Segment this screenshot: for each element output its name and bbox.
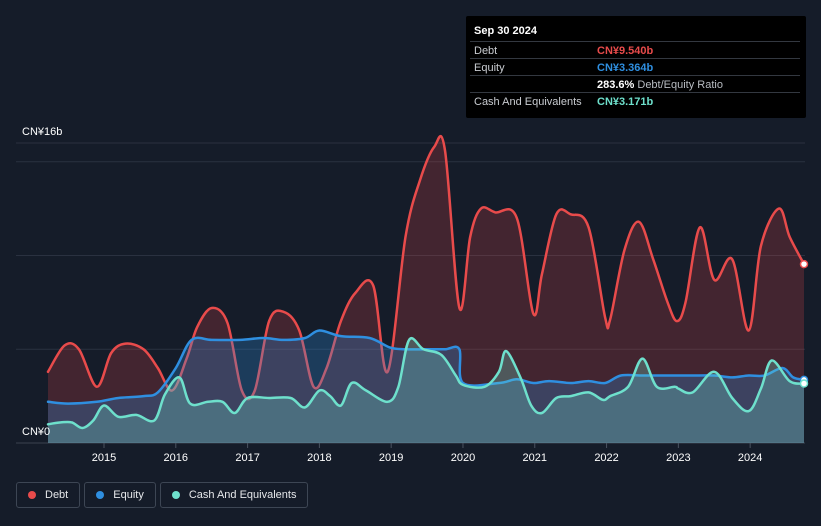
legend-cash[interactable]: Cash And Equivalents xyxy=(159,482,309,508)
legend-cash-label: Cash And Equivalents xyxy=(188,489,297,501)
tooltip-ratio-value: 283.6% xyxy=(597,79,635,91)
tooltip-ratio: 283.6% Debt/Equity Ratio xyxy=(597,79,723,91)
cash-line xyxy=(46,337,806,430)
x-tick-label: 2018 xyxy=(307,452,331,464)
x-tick-label: 2020 xyxy=(451,452,475,464)
x-tick-label: 2015 xyxy=(92,452,116,464)
tooltip-cash-value: CN¥3.171b xyxy=(597,96,654,108)
tooltip-panel: Sep 30 2024 Debt CN¥9.540b Equity CN¥3.3… xyxy=(466,16,806,118)
debt-line xyxy=(46,134,806,401)
x-tick-label: 2017 xyxy=(235,452,259,464)
debt-end-point xyxy=(799,259,809,269)
y-axis-top-label: CN¥16b xyxy=(22,126,62,138)
tooltip-equity-row: Equity CN¥3.364b xyxy=(470,58,800,76)
cash-area xyxy=(48,338,804,443)
tooltip-cash-label: Cash And Equivalents xyxy=(474,96,582,108)
legend-debt-dot xyxy=(28,491,36,499)
tooltip-equity-value: CN¥3.364b xyxy=(597,62,654,74)
legend-debt[interactable]: Debt xyxy=(16,482,81,508)
tooltip-cash-row: Cash And Equivalents CN¥3.171b xyxy=(470,92,800,110)
tooltip-ratio-row: 283.6% Debt/Equity Ratio xyxy=(470,75,800,93)
x-tick-label: 2024 xyxy=(738,452,762,464)
tooltip-ratio-label: Debt/Equity Ratio xyxy=(637,79,723,91)
legend-debt-label: Debt xyxy=(45,489,69,501)
tooltip-debt-label: Debt xyxy=(474,45,498,57)
x-tick-label: 2022 xyxy=(594,452,618,464)
tooltip-equity-label: Equity xyxy=(474,62,505,74)
legend-equity-label: Equity xyxy=(113,489,144,501)
equity-line xyxy=(46,329,806,405)
legend-equity[interactable]: Equity xyxy=(84,482,156,508)
tooltip-debt-value: CN¥9.540b xyxy=(597,45,654,57)
chart-legend: Debt Equity Cash And Equivalents xyxy=(16,482,309,510)
cash-end-point xyxy=(799,379,809,388)
legend-cash-dot xyxy=(171,491,180,499)
tooltip-date: Sep 30 2024 xyxy=(474,25,537,37)
x-tick-label: 2016 xyxy=(164,452,188,464)
debt-area xyxy=(48,136,804,443)
tooltip-debt-row: Debt CN¥9.540b xyxy=(470,41,800,59)
x-tick-label: 2021 xyxy=(523,452,547,464)
x-tick-label: 2019 xyxy=(379,452,403,464)
y-axis-bottom-label: CN¥0 xyxy=(22,426,50,438)
legend-equity-dot xyxy=(96,491,105,499)
equity-area xyxy=(48,330,804,443)
x-tick-label: 2023 xyxy=(666,452,690,464)
